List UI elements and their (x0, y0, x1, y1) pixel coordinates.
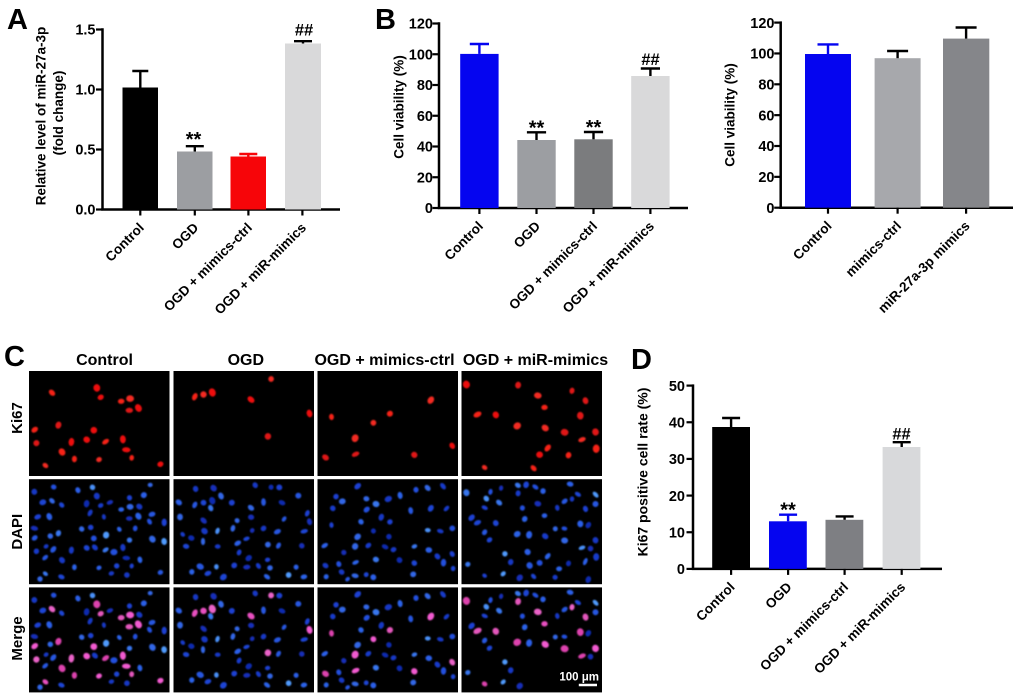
svg-text:(fold change): (fold change) (51, 71, 66, 156)
svg-text:0: 0 (677, 562, 685, 578)
svg-text:Ki67 positive cell rate (%): Ki67 positive cell rate (%) (635, 388, 651, 557)
svg-text:OGD: OGD (511, 218, 544, 251)
svg-text:OGD + mimics-ctrl: OGD + mimics-ctrl (314, 352, 454, 369)
svg-text:40: 40 (669, 415, 685, 431)
svg-text:1.0: 1.0 (75, 83, 95, 99)
svg-text:Control: Control (693, 579, 738, 624)
svg-text:OGD + mimics-ctrl: OGD + mimics-ctrl (161, 220, 255, 314)
svg-text:**: ** (586, 117, 602, 139)
svg-text:D: D (631, 344, 652, 376)
svg-text:20: 20 (669, 489, 685, 505)
svg-text:100: 100 (750, 47, 774, 63)
svg-text:A: A (7, 4, 28, 36)
svg-text:mimics-ctrl: mimics-ctrl (843, 218, 905, 280)
svg-text:80: 80 (758, 78, 774, 94)
svg-text:##: ## (641, 51, 659, 69)
svg-text:120: 120 (750, 16, 774, 32)
svg-text:120: 120 (409, 17, 433, 33)
svg-text:0: 0 (766, 201, 774, 217)
svg-text:DAPI: DAPI (9, 514, 26, 550)
svg-text:Cell viability (%): Cell viability (%) (723, 63, 738, 167)
svg-text:OGD: OGD (762, 579, 795, 612)
svg-text:0: 0 (425, 201, 433, 217)
svg-text:OGD + miR-mimics: OGD + miR-mimics (463, 352, 608, 369)
svg-text:B: B (375, 4, 396, 36)
svg-text:Cell viability (%): Cell viability (%) (392, 55, 407, 159)
svg-text:OGD: OGD (228, 352, 264, 369)
svg-text:100: 100 (409, 47, 433, 63)
svg-text:0.5: 0.5 (75, 143, 95, 159)
svg-text:Ki67: Ki67 (9, 402, 26, 434)
svg-text:100 μm: 100 μm (559, 672, 599, 684)
svg-text:##: ## (295, 22, 313, 40)
svg-text:OGD: OGD (169, 220, 202, 253)
svg-text:**: ** (186, 129, 202, 151)
svg-text:20: 20 (758, 170, 774, 186)
svg-text:20: 20 (417, 170, 433, 186)
svg-text:##: ## (892, 426, 910, 444)
svg-text:50: 50 (669, 379, 685, 395)
svg-text:60: 60 (758, 108, 774, 124)
svg-text:10: 10 (669, 525, 685, 541)
svg-text:Control: Control (102, 220, 147, 265)
svg-text:C: C (4, 341, 25, 373)
svg-text:1.5: 1.5 (75, 23, 95, 39)
svg-text:Relative level of miR-27a-3p: Relative level of miR-27a-3p (34, 27, 49, 206)
svg-text:30: 30 (669, 452, 685, 468)
svg-text:60: 60 (417, 109, 433, 125)
svg-text:Control: Control (790, 218, 835, 263)
svg-text:80: 80 (417, 78, 433, 94)
svg-text:40: 40 (417, 140, 433, 156)
svg-text:Control: Control (76, 352, 133, 369)
svg-text:OGD + miR-mimics: OGD + miR-mimics (212, 220, 309, 317)
svg-text:40: 40 (758, 139, 774, 155)
svg-text:0.0: 0.0 (75, 203, 95, 219)
svg-text:Merge: Merge (9, 616, 26, 660)
svg-text:**: ** (780, 500, 796, 522)
svg-text:Control: Control (441, 219, 486, 264)
svg-text:**: ** (529, 117, 545, 139)
